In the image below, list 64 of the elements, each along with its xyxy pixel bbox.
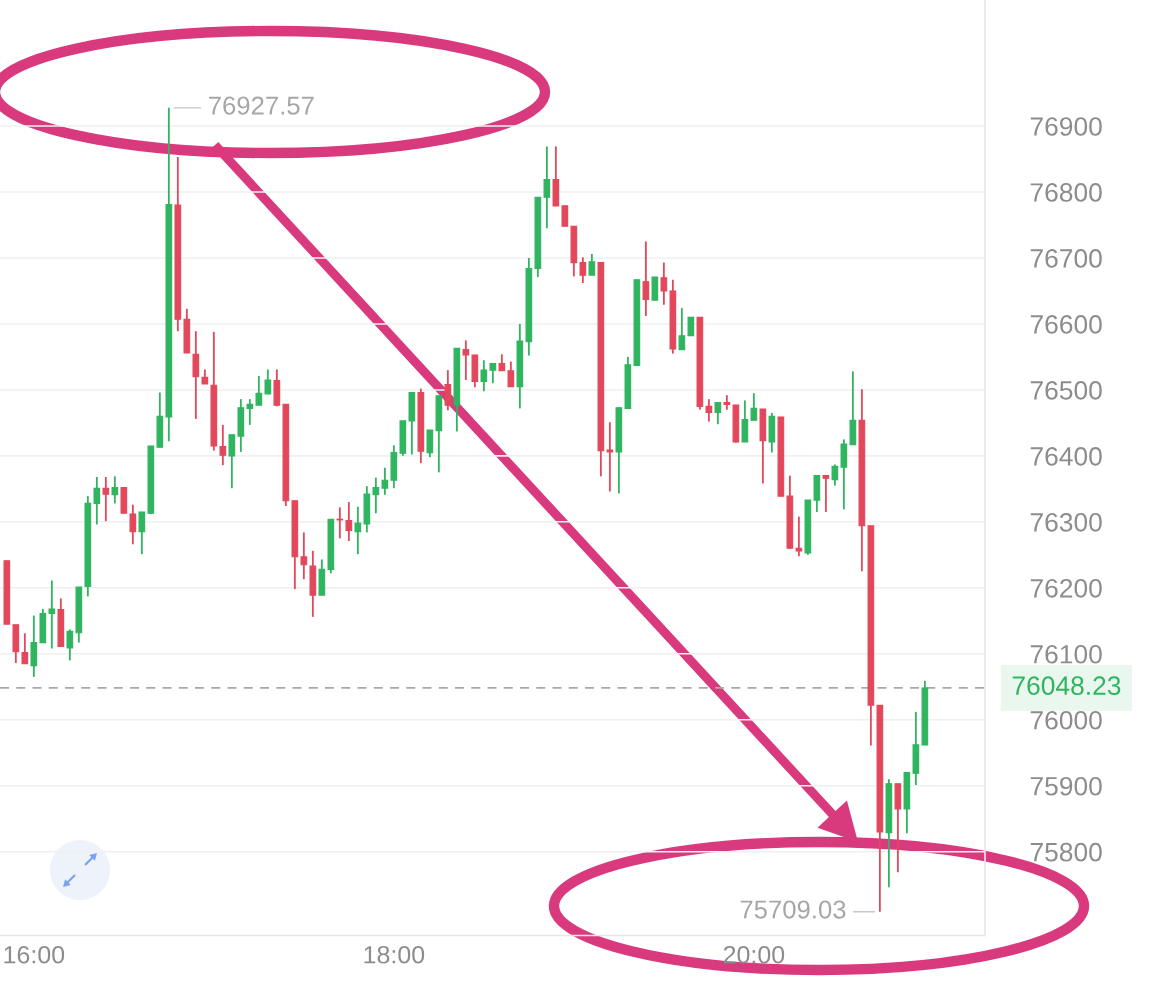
candlestick — [300, 531, 308, 581]
x-tick-label: 16:00 — [4, 945, 65, 964]
y-tick-label: 76300 — [1030, 512, 1102, 532]
candlestick — [795, 515, 803, 558]
candlestick — [462, 339, 470, 381]
candlestick — [480, 359, 488, 393]
candlestick — [264, 368, 272, 395]
candlestick — [228, 433, 236, 490]
candlestick — [606, 421, 614, 493]
annotation: 75709.03 — [740, 900, 846, 919]
candlestick — [48, 579, 56, 650]
candlestick — [345, 501, 353, 542]
candlestick — [246, 398, 254, 426]
x-tick-label: 18:00 — [364, 945, 425, 964]
candlestick — [111, 475, 119, 505]
candlestick — [831, 463, 839, 487]
candlestick — [21, 632, 29, 665]
candlestick — [129, 503, 137, 546]
candlestick — [336, 506, 344, 540]
candlestick — [489, 362, 497, 385]
candlestick — [219, 423, 227, 467]
candlestick — [660, 261, 668, 306]
y-tick-label: 76600 — [1030, 315, 1102, 334]
y-tick-label: 76500 — [1030, 381, 1102, 400]
candlestick — [138, 511, 146, 556]
y-tick-label: 76100 — [1030, 644, 1102, 664]
y-tick-label: 75800 — [1030, 842, 1102, 862]
candlestick — [642, 240, 650, 317]
ref-line-label: 76048.23 — [1012, 676, 1121, 696]
candlestick — [750, 392, 758, 422]
x-tick-label: 20:00 — [723, 945, 785, 964]
candlestick — [93, 476, 101, 526]
annotation: 76927.57 — [209, 96, 314, 115]
candlestick — [426, 429, 434, 459]
candlestick — [66, 628, 74, 662]
candlestick — [561, 204, 569, 228]
candlestick — [444, 369, 452, 412]
candlestick — [579, 256, 587, 284]
y-tick-label: 76700 — [1030, 249, 1102, 268]
candlestick — [30, 614, 38, 678]
candlestick — [354, 505, 362, 556]
candlestick — [381, 466, 389, 496]
candlestick — [507, 360, 515, 388]
y-tick-label: 75900 — [1030, 776, 1102, 796]
y-tick-label: 76200 — [1030, 578, 1102, 598]
candlestick — [840, 438, 848, 511]
candlestick — [678, 307, 686, 351]
candlestick — [651, 276, 659, 302]
candlestick — [102, 476, 110, 523]
candlestick — [588, 253, 596, 277]
candlestick — [741, 399, 749, 443]
y-tick-label: 76900 — [1030, 117, 1102, 136]
y-tick-label: 76400 — [1030, 447, 1102, 466]
candlestick — [723, 394, 731, 411]
y-tick-label: 76000 — [1030, 710, 1102, 730]
y-tick-label: 76800 — [1030, 183, 1102, 202]
candlestick — [705, 398, 713, 423]
candlestick — [255, 375, 263, 406]
candlestick — [687, 316, 695, 337]
candlestick — [822, 474, 830, 513]
candlestick — [372, 476, 380, 515]
candlestick — [543, 145, 551, 230]
candlestick — [192, 330, 200, 420]
candlestick — [714, 401, 722, 426]
